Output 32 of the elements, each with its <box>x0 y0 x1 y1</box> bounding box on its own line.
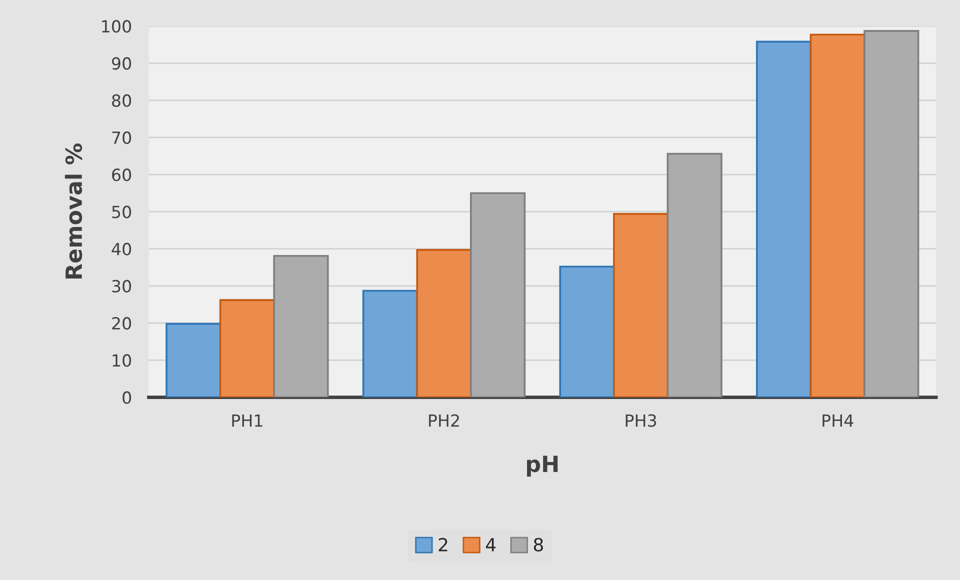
x-tick-label: PH2 <box>429 414 459 427</box>
y-tick-label: 30 <box>112 280 132 293</box>
y-tick-label: 90 <box>112 57 132 70</box>
bar <box>470 192 526 398</box>
y-tick-label: 50 <box>112 206 132 218</box>
legend-label: 4 <box>486 538 496 552</box>
legend-label: 2 <box>438 538 448 552</box>
bar <box>362 290 418 398</box>
y-tick-label: 40 <box>112 242 132 256</box>
bar <box>416 249 472 398</box>
bar <box>273 254 329 398</box>
bar <box>810 34 866 398</box>
y-tick-label: 100 <box>102 20 132 33</box>
bar <box>559 266 615 398</box>
y-tick-label: 80 <box>112 94 132 107</box>
y-tick-label: 70 <box>112 131 132 144</box>
bar <box>864 30 920 398</box>
bar <box>756 40 812 398</box>
y-tick-label: 20 <box>112 317 132 330</box>
y-axis-title: Removal % <box>64 144 82 279</box>
x-tick-label: PH1 <box>232 414 262 427</box>
bar <box>666 152 722 398</box>
y-tick-label: 10 <box>112 354 132 367</box>
legend-label: 8 <box>534 538 543 552</box>
x-axis-title: pH <box>527 456 558 477</box>
bar <box>613 213 669 398</box>
x-tick-label: PH3 <box>626 414 656 427</box>
bar <box>219 299 275 398</box>
bar <box>166 322 222 398</box>
y-tick-label: 60 <box>112 168 132 182</box>
x-tick-label: PH4 <box>822 414 854 427</box>
y-tick-label: 0 <box>122 391 132 404</box>
